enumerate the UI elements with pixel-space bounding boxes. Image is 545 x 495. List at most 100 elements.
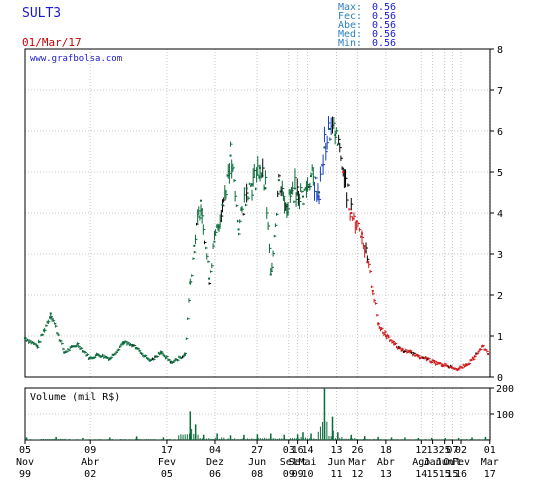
stat-label-fec: Fec: — [338, 11, 362, 22]
x-tick-label: Set — [289, 457, 307, 468]
price-point — [88, 357, 91, 360]
price-point — [189, 281, 192, 284]
x-tick-label: 07 — [446, 445, 458, 456]
x-tick-label: 26 — [351, 445, 363, 456]
x-tick-label: 12 — [415, 445, 427, 456]
price-point — [361, 232, 364, 235]
x-tick-label: Fev — [158, 457, 176, 468]
x-tick-label: Mar — [481, 457, 499, 468]
price-y-tick-label: 3 — [497, 250, 503, 261]
price-y-tick-label: 2 — [497, 291, 503, 302]
x-tick-label: 18 — [380, 445, 392, 456]
price-y-tick-label: 5 — [497, 168, 503, 179]
x-tick-label: 04 — [209, 445, 221, 456]
price-point — [433, 361, 436, 364]
x-tick-label: 02 — [455, 445, 467, 456]
x-tick-label: Ago — [412, 457, 430, 468]
price-point — [350, 212, 353, 214]
stat-label-min: Min: — [338, 38, 362, 49]
price-y-tick-label: 0 — [497, 373, 503, 384]
price-point — [293, 187, 296, 190]
x-tick-label: Set — [280, 457, 298, 468]
volume-y-tick-label: 100 — [496, 410, 514, 421]
price-point — [481, 345, 484, 348]
price-point — [342, 171, 345, 173]
price-point — [200, 199, 203, 202]
stat-value-med: 0.56 — [372, 29, 396, 40]
x-tick-label: 12 — [351, 469, 363, 480]
x-tick-label: 15 — [446, 469, 458, 480]
x-tick-label: Fev — [452, 457, 470, 468]
x-tick-label: 09 — [84, 445, 96, 456]
x-tick-label: 17 — [161, 445, 173, 456]
stat-value-abe: 0.56 — [372, 20, 396, 31]
x-tick-label: Jun — [436, 457, 454, 468]
x-tick-label: 11 — [330, 469, 342, 480]
price-point — [183, 353, 186, 356]
volume-y-tick-label: 200 — [496, 384, 514, 395]
price-point — [170, 361, 173, 364]
price-point — [425, 357, 428, 360]
x-tick-label: 14 — [302, 445, 314, 456]
price-point — [385, 335, 388, 337]
price-point — [159, 351, 162, 354]
price-point — [449, 365, 452, 368]
price-point — [63, 351, 66, 354]
price-point — [49, 312, 52, 315]
price-point — [193, 244, 196, 247]
price-point — [285, 203, 288, 206]
x-tick-label: 09 — [292, 469, 304, 480]
price-point — [36, 345, 39, 348]
x-tick-label: Jan — [424, 457, 442, 468]
price-point — [334, 134, 337, 137]
price-point — [457, 367, 460, 370]
price-point — [310, 175, 313, 178]
x-axis: 05Nov9909Abr0217Fev0504Dez0627Jun0803Set… — [16, 440, 499, 480]
price-point — [417, 355, 420, 358]
price-point — [371, 289, 374, 292]
price-point — [229, 154, 232, 157]
watermark: www.grafbolsa.com — [30, 54, 122, 64]
x-tick-label: 13 — [380, 469, 392, 480]
x-tick-label: 09 — [283, 469, 295, 480]
price-point — [237, 228, 240, 231]
price-y-axis: 0 1 2 3 4 5 6 7 8 — [490, 45, 503, 384]
stat-label-max: Max: — [338, 2, 362, 13]
price-point — [213, 240, 216, 243]
stat-value-fec: 0.56 — [372, 11, 396, 22]
price-point — [301, 195, 304, 198]
price-point — [96, 353, 99, 356]
price-point — [269, 273, 272, 276]
x-tick-label: 15 — [427, 469, 439, 480]
x-tick-label: 02 — [84, 469, 96, 480]
x-tick-label: Nov — [16, 457, 34, 468]
price-point — [473, 355, 476, 358]
x-tick-label: 27 — [251, 445, 263, 456]
price-y-tick-label: 7 — [497, 86, 503, 97]
stat-value-max: 0.56 — [372, 2, 396, 13]
price-point — [277, 179, 280, 182]
x-tick-label: 05 — [19, 445, 31, 456]
volume-bars — [25, 388, 489, 440]
x-tick-label: 16 — [292, 445, 304, 456]
price-point — [221, 203, 224, 206]
x-tick-label: Dez — [206, 457, 224, 468]
stat-value-min: 0.56 — [372, 38, 396, 49]
x-tick-label: Jun — [248, 457, 266, 468]
price-point — [250, 183, 253, 186]
x-tick-label: 14 — [415, 469, 427, 480]
price-point — [393, 343, 396, 346]
price-y-tick-label: 6 — [497, 127, 503, 138]
price-point — [122, 341, 125, 344]
volume-y-axis: 100 200 — [490, 384, 514, 421]
ticker-label: SULT3 — [22, 6, 61, 21]
price-point — [487, 353, 490, 356]
price-point — [264, 187, 267, 190]
x-tick-label: Abr — [81, 457, 99, 468]
price-point — [245, 187, 248, 190]
price-point — [318, 191, 321, 194]
volume-title: Volume (mil R$) — [30, 392, 120, 403]
price-point — [259, 166, 262, 169]
